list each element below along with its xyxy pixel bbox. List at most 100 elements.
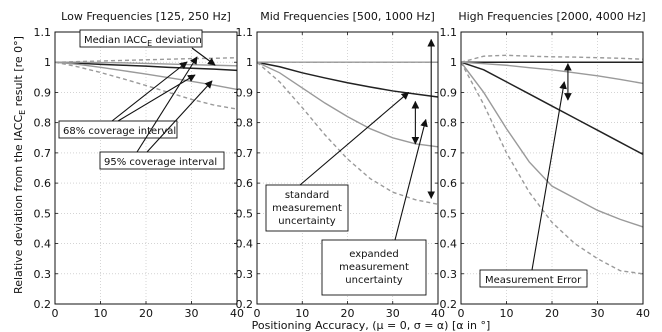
series-line-p68-lower xyxy=(460,61,644,228)
y-tick-label: 0.4 xyxy=(34,238,52,251)
y-tick-label: 0.3 xyxy=(440,268,458,281)
median-callout-main: Median IACC xyxy=(84,35,147,46)
median-callout-box xyxy=(79,29,203,48)
standard-uncertainty-label: uncertainty xyxy=(278,216,336,227)
y-axis-label-sub: E xyxy=(18,110,27,115)
95-coverage-callout-label: 95% coverage interval xyxy=(104,157,217,168)
standard-uncertainty-label: standard xyxy=(285,190,329,201)
series-line-median xyxy=(54,61,238,72)
y-tick-label: 0.9 xyxy=(236,86,254,99)
x-axis-label-tail: (μ = 0, σ = α) [α in °] xyxy=(372,319,490,332)
y-tick-label: 0.3 xyxy=(34,268,52,281)
x-tick-label: 20 xyxy=(341,307,355,320)
y-tick-label: 0.7 xyxy=(236,147,254,160)
x-tick-label: 40 xyxy=(230,307,244,320)
68-coverage-arrow-2 xyxy=(117,74,196,122)
series-line-p68-lower xyxy=(256,61,439,148)
median-callout-sub: E xyxy=(147,39,152,48)
y-tick-label: 0.2 xyxy=(236,298,254,311)
measurement-error-pointer xyxy=(531,81,567,271)
series-line-p95-lower xyxy=(460,61,644,275)
y-tick-label: 0.8 xyxy=(440,117,458,130)
y-tick-label: 0.8 xyxy=(236,117,254,130)
x-tick-label: 0 xyxy=(458,307,465,320)
y-axis-label-main: Relative deviation from the IACC xyxy=(12,115,25,294)
y-tick-label: 0.8 xyxy=(34,117,52,130)
y-tick-label: 0.6 xyxy=(440,177,458,190)
panel-2: 0.2 0.3 0.4 0.5 0.6 0.7 0.8 0.9 1 1.1 0 10 20 30 40 Mid… xyxy=(236,10,446,320)
median-callout-label: Median IACCE deviation xyxy=(84,35,202,48)
x-tick-label: 0 xyxy=(52,307,59,320)
series-line-p68-upper xyxy=(460,61,644,85)
x-tick-label: 30 xyxy=(386,307,400,320)
x-tick-label: 30 xyxy=(185,307,199,320)
x-tick-label: 20 xyxy=(139,307,153,320)
y-tick-label: 0.7 xyxy=(34,147,52,160)
chart-panels: 0.20.30.40.50.60.70.80.911.10 10 20 30 40Low… xyxy=(34,10,651,320)
series-line-p95-upper xyxy=(54,56,238,63)
y-tick-label: 0.5 xyxy=(440,207,458,220)
panel-1: 0.2 0.3 0.4 0.5 0.6 0.7 0.8 0.9 1 1.1 0 10 20 30 40 Low… xyxy=(34,10,245,320)
panel-title: Low Frequencies [125, 250 Hz] xyxy=(61,10,231,23)
y-tick-label: 0.2 xyxy=(440,298,458,311)
y-axis-label-tail: result [re 0°] xyxy=(12,36,25,110)
x-tick-label: 10 xyxy=(500,307,514,320)
plot-frame xyxy=(460,31,644,305)
y-tick-label: 0.7 xyxy=(440,147,458,160)
y-tick-label: 0.4 xyxy=(236,238,254,251)
y-tick-label: 0.4 xyxy=(440,238,458,251)
y-tick-label: 0.5 xyxy=(34,207,52,220)
95-coverage-arrow-2 xyxy=(146,80,213,153)
y-axis-label: Relative deviation from the IACCE result… xyxy=(12,36,27,294)
x-axis-label-main: Positioning Accuracy, xyxy=(252,319,369,332)
y-tick-label: 0.9 xyxy=(34,86,52,99)
median-callout-tail: deviation xyxy=(152,35,202,46)
panel-title: High Frequencies [2000, 4000 Hz] xyxy=(458,10,645,23)
standard-uncertainty-label: measurement xyxy=(272,203,342,214)
y-tick-label: 0.9 xyxy=(440,86,458,99)
y-tick-label: 0.6 xyxy=(236,177,254,190)
measurement-error-label: Measurement Error xyxy=(485,275,582,286)
series-line-p95-lower xyxy=(256,61,439,205)
y-tick-label: 1 xyxy=(44,56,51,69)
x-axis-label: Positioning Accuracy, (μ = 0, σ = α) [α … xyxy=(252,319,491,332)
x-tick-label: 10 xyxy=(295,307,309,320)
expanded-uncertainty-box xyxy=(321,239,427,296)
95-coverage-callout-box xyxy=(99,151,225,170)
expanded-uncertainty-label: uncertainty xyxy=(345,275,403,286)
x-tick-label: 0 xyxy=(254,307,261,320)
panel-title: Mid Frequencies [500, 1000 Hz] xyxy=(260,10,435,23)
y-tick-label: 1.1 xyxy=(34,26,52,39)
y-tick-label: 0.6 xyxy=(34,177,52,190)
series-line-p95-lower xyxy=(54,61,238,110)
expanded-uncertainty-label: expanded xyxy=(349,249,399,260)
y-tick-label: 1 xyxy=(450,56,457,69)
median-callout-arrow xyxy=(191,47,216,66)
series-line-median xyxy=(460,61,644,156)
expanded-uncertainty-pointer xyxy=(394,118,428,241)
panel-3: 0.2 0.3 0.4 0.5 0.6 0.7 0.8 0.9 1 1.1 0 10 20 30 40 Hig… xyxy=(440,10,651,320)
x-tick-label: 30 xyxy=(591,307,605,320)
x-tick-label: 10 xyxy=(94,307,108,320)
y-tick-label: 1.1 xyxy=(440,26,458,39)
y-tick-label: 0.5 xyxy=(236,207,254,220)
standard-uncertainty-box xyxy=(265,184,349,232)
y-tick-label: 1 xyxy=(246,56,253,69)
x-tick-label: 20 xyxy=(545,307,559,320)
y-tick-label: 0.3 xyxy=(236,268,254,281)
95-coverage-arrow-1 xyxy=(136,56,198,153)
plot-frame xyxy=(256,31,439,305)
measurement-error-box xyxy=(479,269,588,288)
series-line-p68-upper xyxy=(55,61,238,67)
x-tick-label: 40 xyxy=(636,307,650,320)
x-tick-label: 40 xyxy=(431,307,445,320)
expanded-uncertainty-label: measurement xyxy=(339,262,409,273)
y-tick-label: 1.1 xyxy=(236,26,254,39)
series-line-p95-upper xyxy=(460,54,644,63)
68-coverage-arrow-1 xyxy=(111,61,188,122)
y-tick-label: 0.2 xyxy=(34,298,52,311)
standard-uncertainty-pointer xyxy=(299,91,410,186)
68-coverage-callout-label: 68% coverage interval xyxy=(63,126,176,137)
